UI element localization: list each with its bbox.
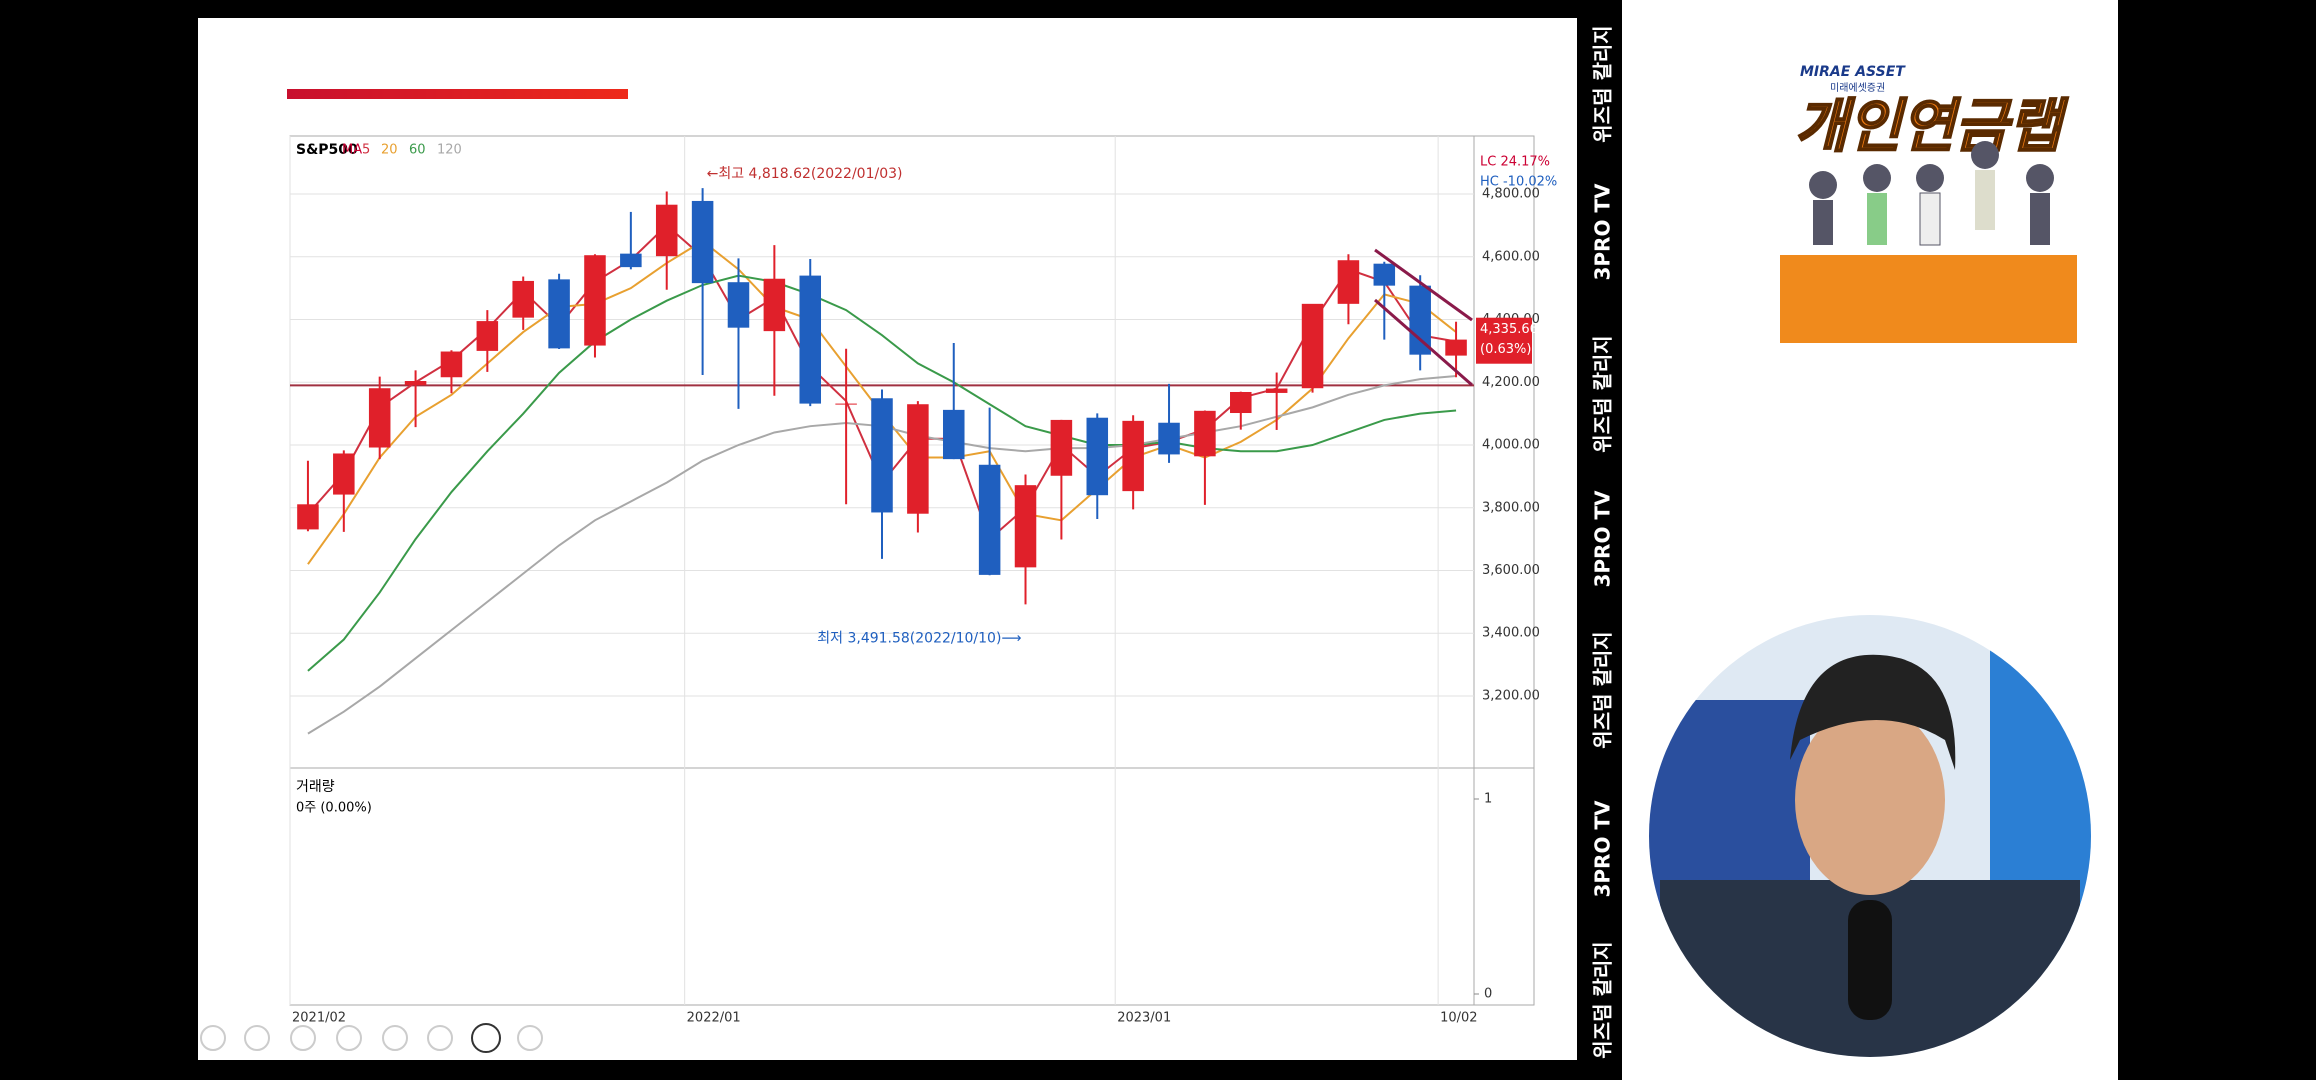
candle-body: [620, 253, 642, 268]
volume-title: 거래량: [296, 779, 335, 795]
candle-body: [1409, 285, 1431, 355]
candle-body: [548, 279, 570, 349]
legend-entry: 20: [381, 143, 398, 158]
candle-body: [1337, 260, 1360, 304]
candle-body: [440, 351, 463, 378]
y-tick-label: 3,600.00: [1482, 563, 1540, 578]
candle-body: [1158, 422, 1180, 455]
volume-tick-label: 0: [1484, 987, 1492, 1002]
candle-body: [1086, 417, 1109, 496]
candle-body: [1122, 420, 1144, 492]
candle-body: [584, 255, 606, 346]
x-tick-label: 2022/01: [687, 1011, 741, 1026]
candle-body: [404, 381, 427, 386]
last-price-tag: [1476, 317, 1532, 364]
candle-body: [1014, 485, 1037, 568]
volume-info: 0주 (0.00%): [296, 801, 372, 816]
y-tick-label: 4,800.00: [1482, 187, 1540, 202]
candle-body: [1265, 388, 1288, 393]
sidebar-label: 3PRO TV: [1591, 800, 1615, 898]
x-tick-label: 10/02: [1440, 1011, 1477, 1026]
candle-body: [368, 388, 391, 448]
legend-entry: 60: [409, 143, 426, 158]
chart: S&P500 MA LC 24.17% HC -10.02% 거래량 0주 (0…: [289, 135, 1557, 1026]
candle-body: [476, 321, 499, 351]
candle-body: [1373, 263, 1396, 286]
last-price: 4,335.66: [1480, 322, 1538, 337]
ad-footer: [1780, 255, 2077, 343]
ma-line: [307, 274, 1457, 672]
sidebar-label: 위즈덤 칼리지: [1591, 25, 1615, 142]
y-tick-label: 4,000.00: [1482, 438, 1540, 453]
sidebar: [1588, 0, 1620, 1080]
ad-brand: MIRAE ASSET: [1800, 64, 1906, 80]
candle-body: [1050, 419, 1073, 476]
x-tick-label: 2023/01: [1117, 1011, 1171, 1026]
volume-tick-label: 1: [1484, 792, 1492, 807]
x-tick-label: 2021/02: [292, 1011, 346, 1026]
ad-figures: [1809, 141, 2054, 246]
legend-entry: 120: [437, 143, 462, 158]
candle-body: [1301, 303, 1324, 389]
slide: [198, 18, 1577, 1060]
y-tick-label: 4,200.00: [1482, 375, 1540, 390]
sidebar-label: 위즈덤 칼리지: [1591, 335, 1615, 452]
candle-body: [655, 204, 678, 257]
last-change: (0.63%): [1480, 342, 1531, 357]
sidebar-label: 위즈덤 칼리지: [1591, 941, 1615, 1058]
candle-body: [978, 464, 1001, 575]
candle-body: [799, 275, 822, 404]
candle-body: [691, 200, 714, 284]
sidebar-label: 위즈덤 칼리지: [1591, 631, 1615, 748]
ad-brand-kr: 미래에셋증권: [1830, 82, 1885, 94]
sidebar-labels: 위즈덤 칼리지 3PRO TV 위즈덤 칼리지 3PRO TV 위즈덤 칼리지 3PRO …: [1591, 25, 1615, 1058]
title-bar: [287, 89, 628, 99]
ma-label: MA: [342, 143, 362, 158]
toolbar: [200, 1023, 543, 1053]
ad-title: 개인연금랩: [1795, 92, 2069, 160]
lc: LC 24.17%: [1480, 155, 1550, 170]
hc: HC -10.02%: [1480, 175, 1557, 190]
candle-body: [871, 398, 893, 513]
high-note: ←최고 4,818.62(2022/01/03): [707, 166, 903, 182]
low-note: 최저 3,491.58(2022/10/10)⟶: [817, 631, 1021, 647]
candle-body: [512, 280, 534, 318]
y-tick-label: 3,200.00: [1482, 688, 1540, 703]
y-tick-label: 4,600.00: [1482, 249, 1540, 264]
candle-body: [297, 504, 319, 530]
candle-body: [907, 404, 929, 514]
trend-line: [1374, 248, 1473, 322]
y-tick-label: 3,800.00: [1482, 500, 1540, 515]
trend-line: [1374, 298, 1473, 387]
candle-body: [1445, 339, 1467, 356]
candle-body: [835, 403, 857, 405]
sidebar-label: 3PRO TV: [1591, 490, 1615, 588]
candle-body: [727, 282, 750, 328]
candle-body: [1230, 391, 1252, 414]
candle-body: [763, 278, 786, 332]
candle-body: [942, 409, 965, 460]
candle-body: [333, 453, 355, 495]
chart-title: S&P500: [296, 142, 358, 158]
ad-box: MIRAE ASSET 미래에셋증권 개인연금랩: [1780, 44, 2077, 343]
y-tick-label: 3,400.00: [1482, 626, 1540, 641]
candle-body: [1194, 410, 1216, 457]
legend-entry: 5: [362, 143, 370, 158]
sidebar-label: 3PRO TV: [1591, 183, 1615, 281]
webcam: [1649, 615, 2091, 1057]
